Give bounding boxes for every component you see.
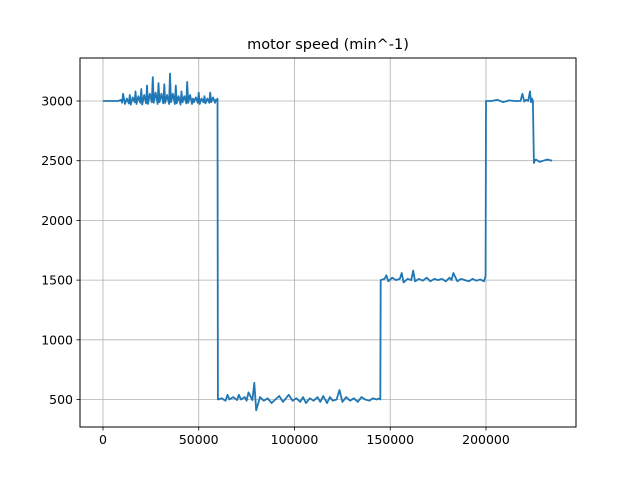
y-tick-label: 500 (49, 392, 73, 407)
x-tick-label: 150000 (366, 432, 414, 447)
x-tick-label: 50000 (179, 432, 219, 447)
chart-title: motor speed (min^-1) (247, 37, 409, 53)
axes-frame (79, 57, 577, 428)
x-tick-label: 200000 (462, 432, 510, 447)
y-tick-label: 2000 (41, 213, 73, 228)
x-tick-label: 100000 (271, 432, 319, 447)
y-axis-ticks: 500 1000 1500 2000 2500 3000 (41, 93, 80, 407)
x-axis-ticks: 0 50000 100000 150000 200000 (99, 427, 510, 447)
y-tick-label: 2500 (41, 153, 73, 168)
y-tick-label: 1000 (41, 332, 73, 347)
x-tick-label: 0 (99, 432, 107, 447)
y-tick-label: 3000 (41, 93, 73, 108)
y-tick-label: 1500 (41, 273, 73, 288)
series-line (103, 72, 553, 412)
